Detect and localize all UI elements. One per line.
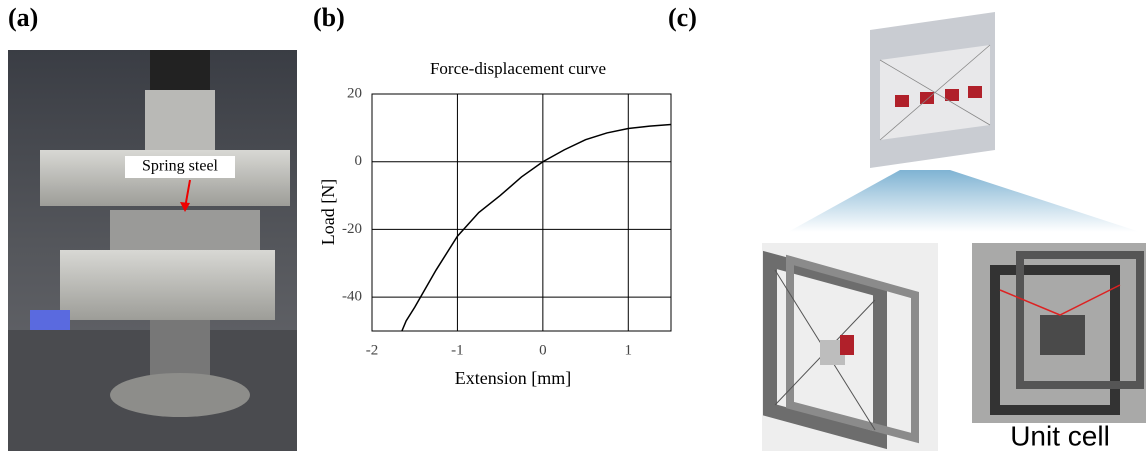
y-axis-label: Load [N] bbox=[318, 179, 338, 245]
y-tick-label: 0 bbox=[355, 153, 363, 169]
annotation: Spring steel bbox=[142, 158, 219, 175]
y-tick-label: -40 bbox=[342, 289, 362, 305]
x-tick-label: -2 bbox=[366, 342, 379, 358]
chart: Force-displacement curve Extension [mm] … bbox=[318, 59, 672, 388]
test-rig-photo bbox=[8, 50, 297, 451]
y-tick-label: -20 bbox=[342, 221, 362, 237]
x-tick-label: -1 bbox=[451, 342, 464, 358]
metamaterial-render bbox=[870, 12, 995, 168]
panel-label: (c) bbox=[668, 3, 697, 32]
unit-cell-photo bbox=[972, 243, 1146, 423]
panel-label: (b) bbox=[313, 3, 345, 32]
annotation-box bbox=[125, 156, 235, 178]
data-line bbox=[401, 123, 672, 332]
arrow-head bbox=[180, 202, 190, 212]
unit-cell-render bbox=[762, 243, 938, 451]
chart-title: Force-displacement curve bbox=[430, 59, 606, 78]
x-axis-label: Extension [mm] bbox=[455, 368, 571, 388]
caption: Unit cell bbox=[1010, 420, 1110, 451]
y-tick-label: 20 bbox=[347, 85, 362, 101]
panel-label: (a) bbox=[8, 3, 38, 32]
zoom-cone bbox=[788, 170, 1140, 232]
x-tick-label: 0 bbox=[539, 342, 547, 358]
x-tick-label: 1 bbox=[625, 342, 633, 358]
